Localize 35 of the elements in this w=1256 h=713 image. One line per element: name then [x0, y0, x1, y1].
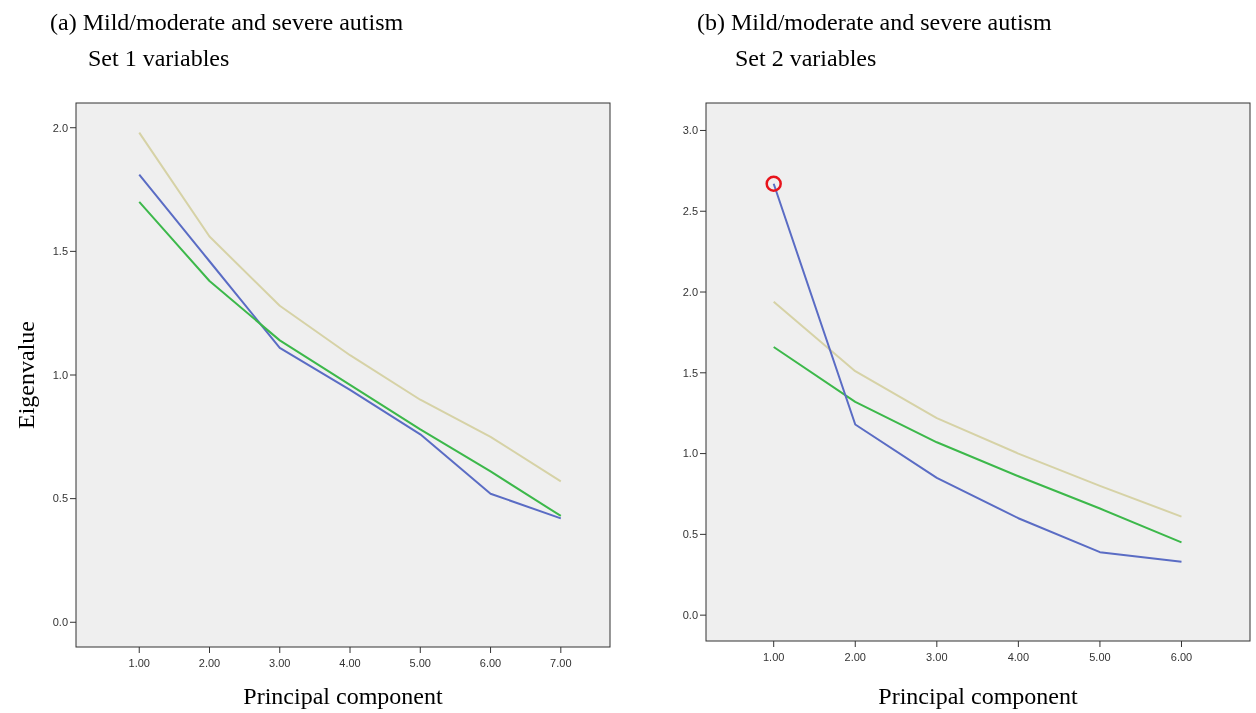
- y-tick-label: 2.0: [52, 121, 68, 134]
- x-axis-title: Principal component: [243, 683, 443, 709]
- y-tick-label: 1.0: [52, 368, 68, 381]
- chart-title: (a) Mild/moderate and severe autism: [50, 9, 404, 35]
- y-tick-label: 2.5: [682, 205, 698, 218]
- y-tick-label: 0.0: [682, 609, 698, 621]
- y-tick-label: 1.5: [682, 366, 698, 379]
- chart-title: (b) Mild/moderate and severe autism: [697, 9, 1052, 35]
- y-tick-label: 1.0: [682, 447, 698, 460]
- x-tick-label: 5.00: [409, 657, 431, 669]
- x-tick-label: 1.00: [128, 657, 150, 669]
- x-tick-label: 4.00: [1007, 651, 1030, 663]
- y-tick-label: 0.0: [52, 616, 68, 629]
- line-series: [772, 300, 1183, 518]
- chart-subtitle: Set 2 variables: [735, 45, 877, 71]
- x-tick-label: 7.00: [550, 657, 572, 669]
- x-tick-label: 2.00: [198, 657, 221, 669]
- chart-subtitle: Set 1 variables: [88, 45, 230, 71]
- y-axis-title: Eigenvalue: [13, 321, 39, 429]
- y-tick-label: 0.5: [52, 492, 68, 505]
- x-tick-label: 6.00: [1170, 651, 1193, 663]
- x-tick-label: 1.00: [762, 651, 785, 663]
- line-series: [772, 345, 1183, 544]
- x-axis-title: Principal component: [878, 683, 1078, 709]
- y-tick-label: 0.5: [682, 528, 698, 541]
- x-tick-label: 5.00: [1089, 651, 1111, 663]
- x-tick-label: 3.00: [269, 657, 291, 669]
- x-tick-label: 4.00: [339, 657, 361, 669]
- line-series: [138, 131, 562, 483]
- y-tick-label: 2.0: [682, 285, 698, 298]
- x-tick-label: 2.00: [844, 651, 866, 663]
- y-tick-label: 1.5: [52, 245, 68, 258]
- y-tick-label: 3.0: [682, 124, 698, 137]
- x-tick-label: 6.00: [479, 657, 502, 669]
- x-tick-label: 3.00: [926, 651, 948, 663]
